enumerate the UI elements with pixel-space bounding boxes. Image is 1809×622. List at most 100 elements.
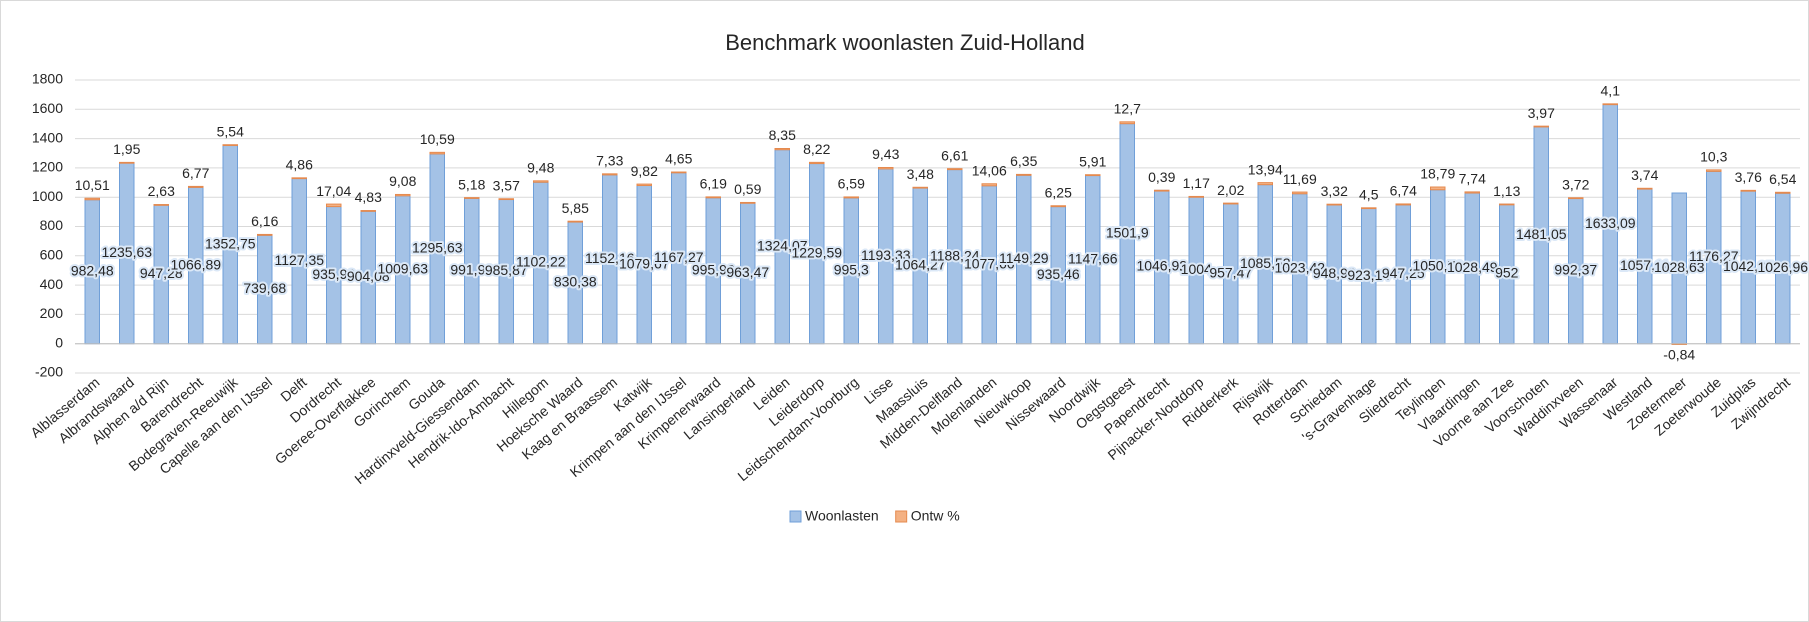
value-label: 5,91 — [1079, 153, 1106, 169]
y-tick-label: 200 — [40, 305, 64, 321]
value-label: 4,86 — [286, 157, 313, 173]
value-label: 1,95 — [113, 141, 140, 157]
value-label: 923,14 — [1347, 267, 1390, 283]
value-label: 9,82 — [631, 163, 658, 179]
value-label: 992,37 — [1554, 262, 1597, 278]
value-label: 830,38 — [554, 274, 597, 290]
bar-segment — [1361, 207, 1377, 210]
value-label: 1176,27 — [1689, 248, 1739, 264]
bar-segment — [878, 166, 894, 170]
bar-segment — [602, 173, 618, 176]
bar-segment — [1775, 191, 1791, 194]
value-label: 6,54 — [1769, 171, 1796, 187]
value-label: 995,3 — [834, 261, 869, 277]
bar-segment — [153, 204, 169, 206]
value-label: 6,77 — [182, 165, 209, 181]
bar-segment — [1016, 173, 1032, 176]
bar-segment — [981, 183, 997, 187]
bar-segment — [1085, 174, 1101, 177]
value-label: 1057,11 — [1620, 257, 1670, 273]
legend-label: Woonlasten — [805, 508, 879, 524]
bar-segment — [1706, 169, 1722, 172]
bar-segment — [188, 185, 204, 188]
value-label: 18,79 — [1420, 166, 1455, 182]
value-label: 9,48 — [527, 160, 554, 176]
value-label: 1481,05 — [1516, 226, 1567, 242]
value-label: 2,02 — [1217, 182, 1244, 198]
bar-segment — [1050, 205, 1066, 208]
value-label: 6,25 — [1045, 184, 1072, 200]
value-label: 3,97 — [1528, 105, 1555, 121]
value-label: 1077,66 — [964, 255, 1015, 271]
value-label: 11,69 — [1283, 171, 1317, 187]
value-label: 947,28 — [140, 265, 183, 281]
value-label: 952 — [1495, 265, 1519, 281]
value-label: 1,13 — [1493, 183, 1520, 199]
value-label: 1050,76 — [1412, 257, 1463, 273]
value-label: 6,16 — [251, 213, 278, 229]
bar-segment — [1602, 103, 1618, 106]
bar-segment — [498, 198, 514, 201]
legend-swatch — [895, 510, 908, 523]
bar-segment — [843, 196, 859, 199]
bar-segment — [1154, 189, 1170, 192]
value-label: 14,06 — [972, 162, 1007, 178]
bar-segment — [257, 233, 273, 236]
value-label: 0,39 — [1148, 169, 1175, 185]
bar-segment — [567, 220, 583, 223]
bar-segment — [912, 186, 928, 189]
bar-segment — [119, 161, 135, 164]
value-label: 1102,22 — [516, 254, 566, 270]
bar-segment — [1395, 203, 1411, 206]
value-label: 1023,42 — [1274, 259, 1325, 275]
value-label: 1324,07 — [757, 237, 808, 253]
y-tick-label: 400 — [40, 276, 64, 292]
value-label: 1167,27 — [654, 249, 704, 265]
legend-label: Ontw % — [911, 508, 960, 524]
bar-segment — [1292, 191, 1308, 195]
value-label: 6,35 — [1010, 153, 1037, 169]
value-label: 8,22 — [803, 141, 830, 157]
value-label: 1004 — [1181, 261, 1212, 277]
value-label: 10,51 — [75, 177, 110, 193]
bar-segment — [1326, 203, 1342, 206]
value-label: 1295,63 — [412, 239, 463, 255]
bar-segment — [1430, 186, 1446, 191]
value-label: 1046,92 — [1136, 258, 1187, 274]
bar-segment — [809, 161, 825, 165]
bar-segment — [774, 148, 790, 151]
bar-segment — [1464, 191, 1480, 194]
value-label: 739,68 — [243, 280, 286, 296]
y-tick-label: 1400 — [32, 129, 63, 145]
value-label: 6,59 — [838, 176, 865, 192]
y-tick-label: 600 — [40, 247, 64, 263]
value-label: 6,19 — [700, 176, 727, 192]
bar-segment — [222, 144, 238, 147]
bar-segment — [1568, 197, 1584, 200]
value-label: 5,18 — [458, 176, 485, 192]
value-label: 1193,33 — [861, 247, 911, 263]
value-label: 1028,49 — [1447, 259, 1498, 275]
value-label: 17,04 — [316, 183, 351, 199]
bar-segment — [464, 197, 480, 199]
value-label: 991,98 — [450, 262, 493, 278]
value-label: 4,83 — [355, 189, 382, 205]
value-label: 1066,89 — [170, 256, 221, 272]
value-label: 985,87 — [485, 262, 528, 278]
value-label: 2,63 — [148, 183, 175, 199]
value-label: 6,74 — [1390, 183, 1417, 199]
value-label: 935,96 — [312, 266, 355, 282]
value-label: 935,46 — [1037, 266, 1080, 282]
bar-segment — [1257, 182, 1273, 186]
value-label: 1235,63 — [101, 244, 152, 260]
value-label: 1026,96 — [1757, 259, 1808, 275]
value-label: 947,25 — [1382, 265, 1425, 281]
bar-segment — [395, 193, 411, 197]
value-label: 1085,53 — [1240, 255, 1291, 271]
value-label: 4,5 — [1359, 187, 1379, 203]
value-label: 904,08 — [347, 268, 390, 284]
value-label: 13,94 — [1248, 161, 1283, 177]
y-tick-label: 1200 — [32, 159, 63, 175]
bar-segment — [740, 201, 756, 204]
